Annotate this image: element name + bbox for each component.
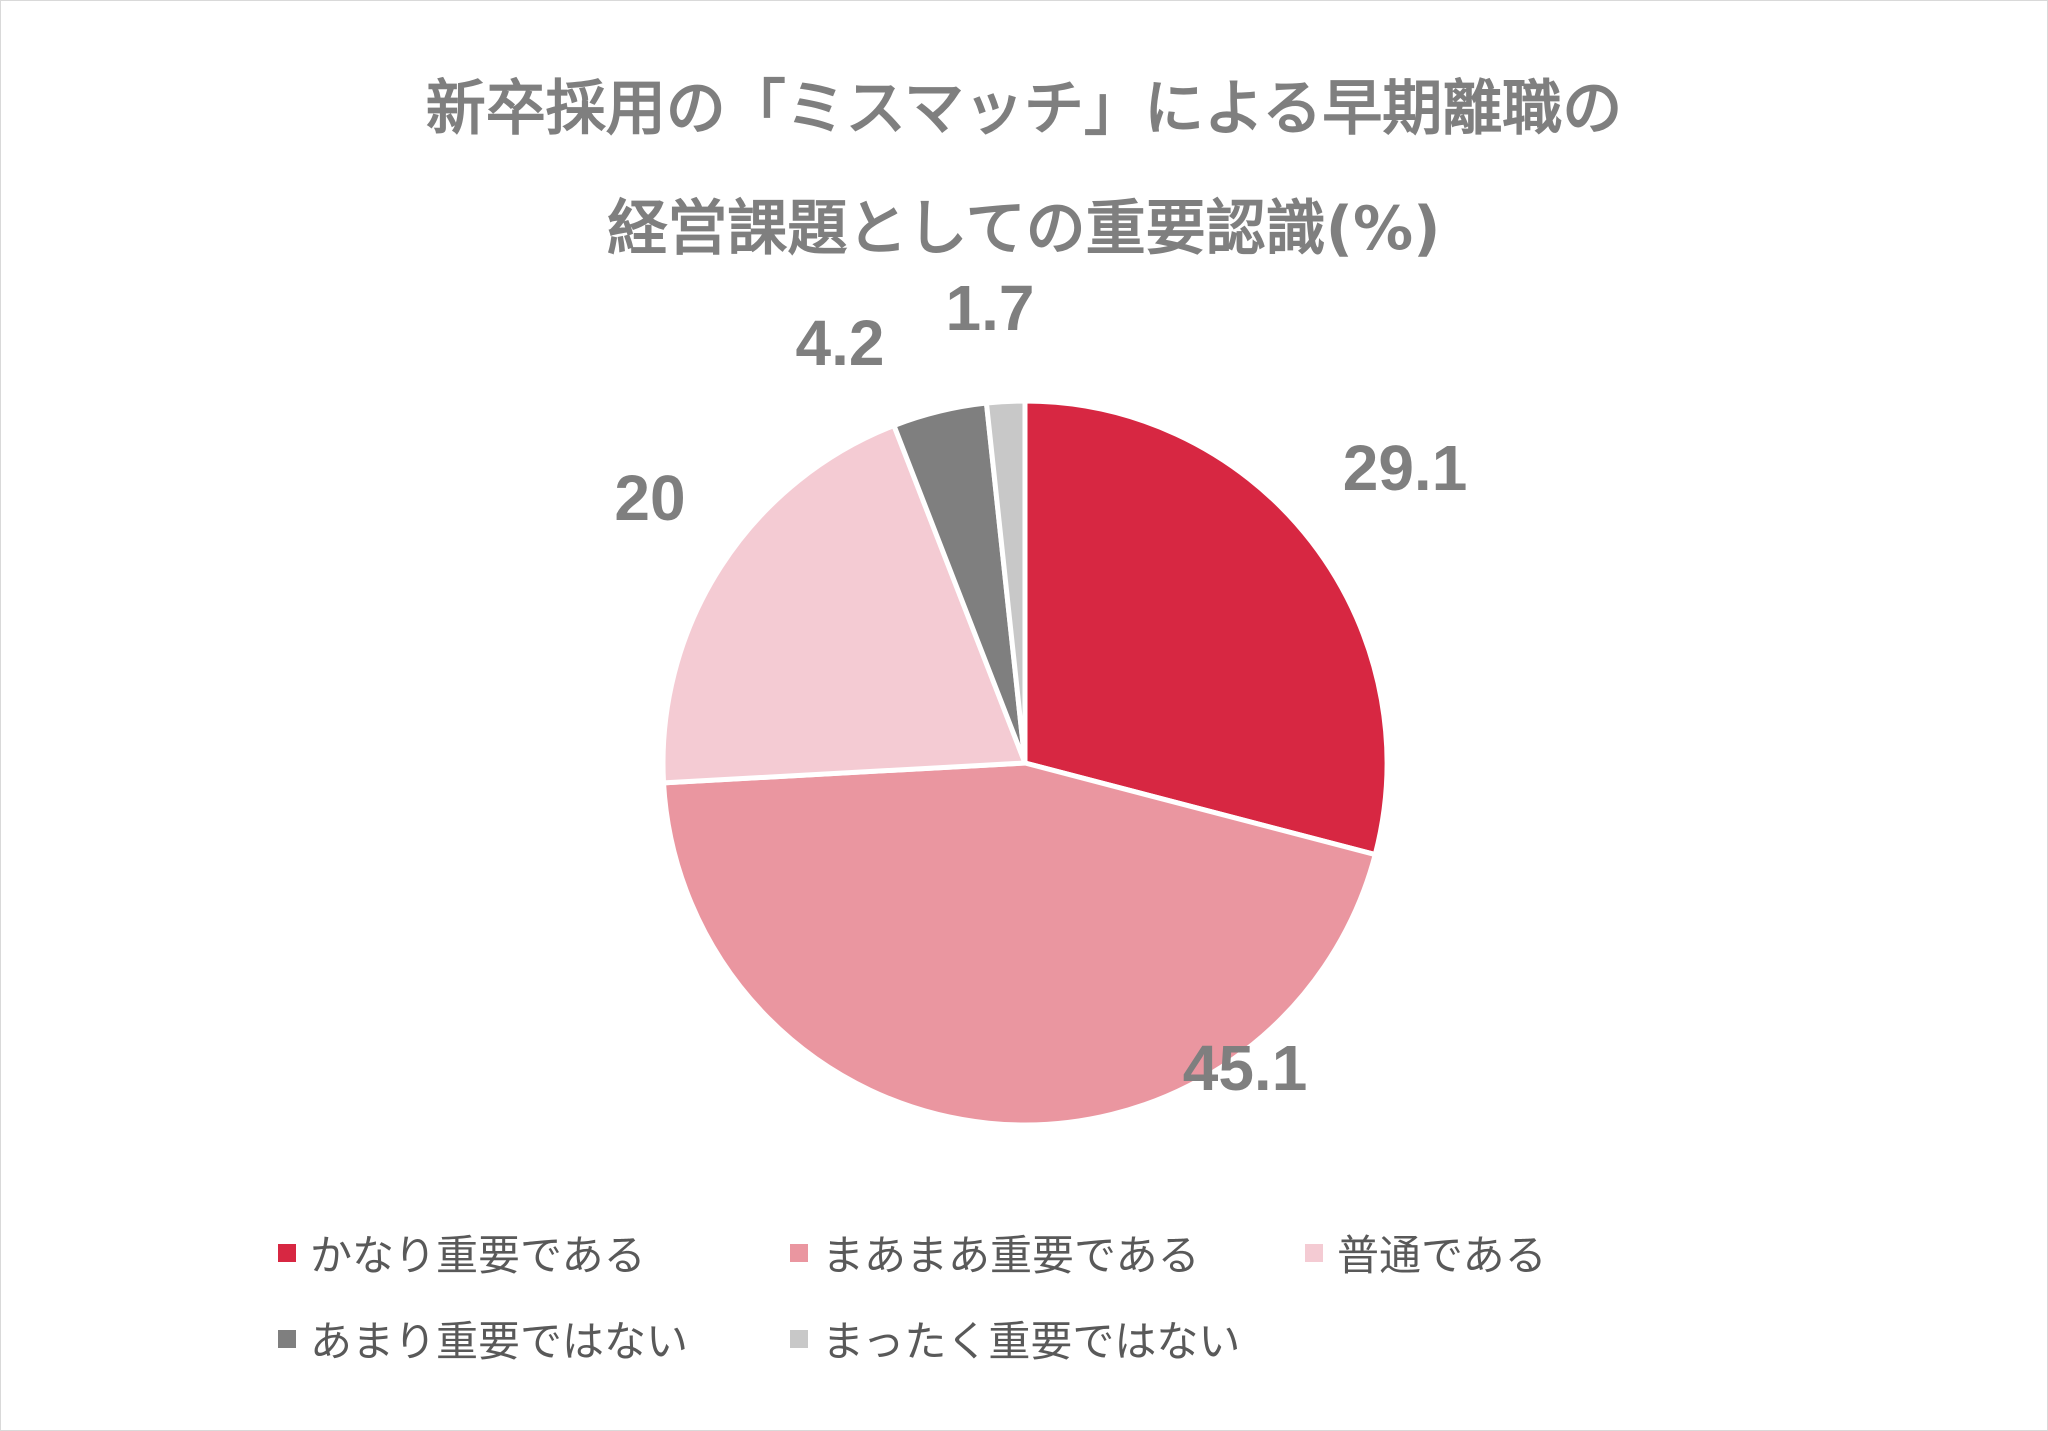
- data-label-3: 4.2: [796, 307, 885, 379]
- chart-title-line-2: 経営課題としての重要認識(%): [607, 194, 1441, 264]
- data-label-1: 45.1: [1183, 1032, 1308, 1104]
- legend-swatch: [790, 1329, 808, 1348]
- data-label-2: 20: [614, 462, 685, 534]
- pie-slice-0: [1022, 398, 1390, 858]
- legend-swatch: [278, 1329, 296, 1348]
- data-label-4: 1.7: [946, 272, 1035, 344]
- pie-slice-2: [660, 423, 1028, 786]
- chart-title-line-1: 新卒採用の「ミスマッチ」による早期離職の: [425, 74, 1623, 144]
- legend-item-kanari: かなり重要である: [278, 1222, 646, 1283]
- legend-item-maamaa: まあまあ重要である: [790, 1222, 1200, 1283]
- legend-item-mattaku: まったく重要ではない: [790, 1308, 1240, 1369]
- legend-item-amari: あまり重要ではない: [278, 1308, 688, 1369]
- legend-swatch: [278, 1243, 296, 1262]
- pie-slice-4: [983, 398, 1028, 766]
- legend-swatch: [1305, 1243, 1323, 1262]
- legend-swatch: [790, 1243, 808, 1262]
- legend-label: あまり重要ではない: [310, 1317, 689, 1366]
- pie-slice-1: [661, 760, 1378, 1128]
- legend-label: まったく重要ではない: [822, 1317, 1241, 1366]
- legend-label: かなり重要である: [310, 1231, 646, 1280]
- data-label-0: 29.1: [1343, 432, 1468, 504]
- legend-label: 普通である: [1337, 1231, 1547, 1280]
- legend-label: まあまあ重要である: [822, 1231, 1200, 1280]
- legend-item-futsuu: 普通である: [1305, 1222, 1547, 1283]
